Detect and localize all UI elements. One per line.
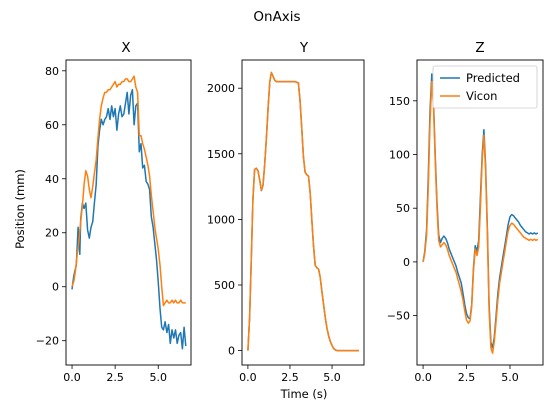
y-tick-label: 20	[45, 227, 59, 240]
panel-x-title: X	[121, 40, 130, 56]
y-tick-label: 80	[45, 65, 59, 78]
series-line-predicted	[71, 88, 187, 350]
y-tick-label: 0	[403, 256, 410, 269]
series-line-vicon	[71, 75, 186, 307]
y-tick-label: 40	[45, 173, 59, 186]
y-axis-label: Position (mm)	[13, 169, 27, 249]
x-tick-label: 0.0	[239, 371, 257, 384]
x-axis-label: Time (s)	[280, 387, 328, 401]
panel-y-title: Y	[299, 40, 309, 56]
y-panel-series	[247, 71, 359, 352]
panel-z-title: Z	[475, 40, 484, 56]
y-tick-label: −50	[387, 310, 410, 323]
x-tick-label: 5.0	[149, 371, 167, 384]
y-tick-label: 1000	[207, 213, 235, 226]
z-panel-axes: 0.0 2.5 5.0 −50 0 50 100 150	[387, 95, 519, 384]
x-tick-label: 0.0	[414, 371, 432, 384]
y-tick-label: 0	[228, 345, 235, 358]
y-tick-label: 1500	[207, 148, 235, 161]
y-tick-label: 50	[396, 202, 410, 215]
y-panel-axes: 0.0 2.5 5.0 0 500 1000 1500 2000	[207, 82, 341, 384]
z-panel-frame	[416, 59, 544, 366]
legend: Predicted Vicon	[432, 65, 538, 109]
x-tick-label: 2.5	[106, 371, 124, 384]
y-tick-label: 100	[389, 149, 410, 162]
x-tick-label: 5.0	[323, 371, 341, 384]
legend-label-vicon: Vicon	[466, 89, 497, 103]
x-panel-axes: 0.0 2.5 5.0 −20 0 20 40 60 80	[36, 65, 167, 384]
x-tick-label: 5.0	[501, 371, 519, 384]
series-line-predicted	[247, 71, 359, 352]
panel-z: Z 0.0 2.5 5.0 −50 0 50 100 150 Predicted Vicon	[387, 40, 544, 384]
legend-box	[432, 65, 538, 109]
series-line-vicon	[247, 71, 359, 352]
y-tick-label: 500	[214, 279, 235, 292]
x-tick-label: 2.5	[458, 371, 476, 384]
y-tick-label: −20	[36, 335, 59, 348]
y-tick-label: 0	[52, 281, 59, 294]
x-tick-label: 2.5	[281, 371, 299, 384]
y-tick-label: 60	[45, 119, 59, 132]
x-panel-series	[71, 75, 187, 350]
z-panel-series	[422, 73, 539, 354]
x-tick-label: 0.0	[63, 371, 81, 384]
y-tick-label: 2000	[207, 82, 235, 95]
x-panel-frame	[65, 59, 192, 366]
figure-title: OnAxis	[253, 9, 300, 25]
series-line-vicon	[422, 80, 539, 354]
y-panel-frame	[241, 59, 365, 366]
panel-x: X Position (mm) 0.0 2.5 5.0 −20 0 20 40 60 80	[13, 40, 192, 384]
legend-label-predicted: Predicted	[466, 71, 520, 85]
y-tick-label: 150	[389, 95, 410, 108]
panel-y: Y Time (s) 0.0 2.5 5.0 0 500 1000 1500 2000	[207, 40, 365, 401]
